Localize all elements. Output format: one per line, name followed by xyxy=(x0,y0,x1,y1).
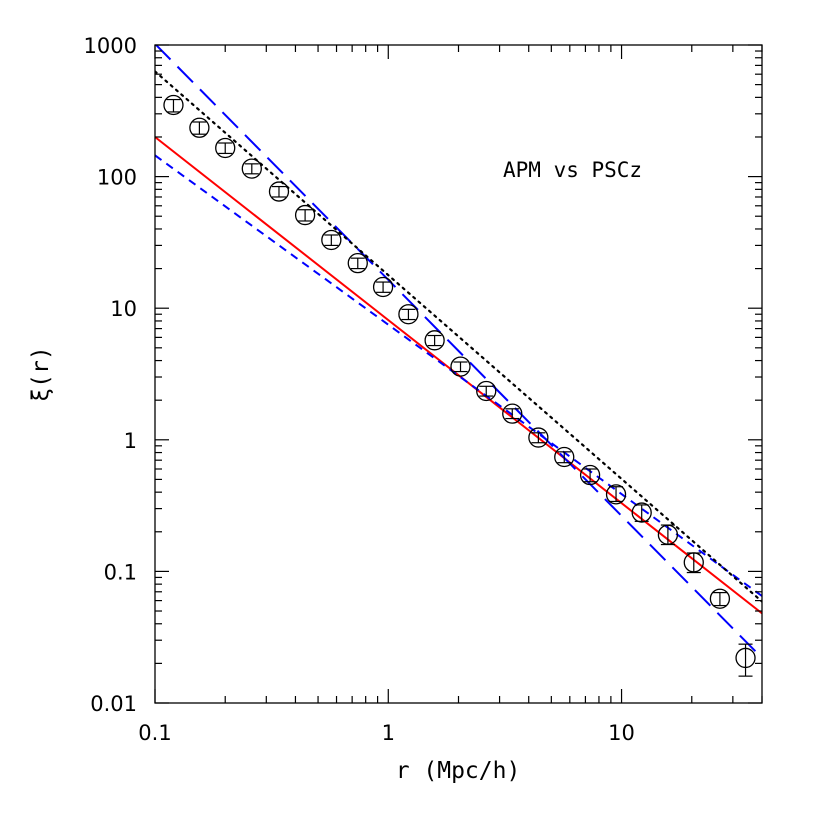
y-tick-label: 0.1 xyxy=(104,560,137,584)
data-point xyxy=(268,181,290,202)
data-point xyxy=(321,229,342,251)
y-tick-label: 10 xyxy=(110,297,137,321)
point-marker xyxy=(424,330,445,351)
y-tick-label: 1 xyxy=(124,429,137,453)
point-marker xyxy=(215,137,236,159)
x-tick-label: 1 xyxy=(382,721,395,745)
point-marker xyxy=(528,427,549,448)
data-point xyxy=(189,117,210,138)
y-axis-title: ξ(r) xyxy=(28,346,54,401)
x-tick-label: 0.1 xyxy=(138,721,171,745)
x-tick-label: 10 xyxy=(608,721,635,745)
point-marker xyxy=(321,229,342,251)
point-marker xyxy=(605,484,627,505)
data-point xyxy=(683,552,704,574)
data-point xyxy=(631,502,652,523)
plot-frame xyxy=(154,44,763,704)
data-point xyxy=(554,446,575,468)
data-point xyxy=(372,276,394,298)
point-marker xyxy=(502,403,523,424)
point-marker xyxy=(398,304,419,325)
y-tick-label: 0.01 xyxy=(90,692,137,716)
fit-line-long-dashed xyxy=(155,45,762,659)
data-point xyxy=(294,204,316,226)
data-point xyxy=(502,403,523,424)
axis-ticks xyxy=(154,44,763,704)
point-marker xyxy=(735,647,756,669)
data-point xyxy=(215,137,236,159)
fit-lines xyxy=(155,45,762,659)
point-marker xyxy=(268,181,290,202)
data-point xyxy=(450,356,471,377)
data-point xyxy=(579,464,601,486)
point-marker xyxy=(631,502,652,523)
data-point xyxy=(347,252,368,274)
point-marker xyxy=(163,94,184,116)
point-marker xyxy=(579,464,601,486)
data-point xyxy=(398,304,419,325)
point-marker xyxy=(294,204,316,226)
point-marker xyxy=(189,117,210,138)
data-point xyxy=(735,643,756,677)
data-point xyxy=(241,158,262,179)
point-marker xyxy=(683,552,704,573)
data-point xyxy=(163,94,184,116)
data-point xyxy=(657,524,679,546)
fit-line-solid xyxy=(155,136,762,615)
data-point xyxy=(709,588,731,609)
x-axis-title: r (Mpc/h) xyxy=(396,758,521,784)
y-tick-label: 100 xyxy=(97,166,137,190)
point-marker xyxy=(241,158,262,179)
annotation-text: APM vs PSCz xyxy=(503,158,642,182)
point-marker xyxy=(450,356,471,377)
data-point xyxy=(605,484,627,505)
data-point xyxy=(476,380,497,402)
data-point xyxy=(528,427,549,448)
data-point xyxy=(424,330,445,351)
point-marker xyxy=(372,276,394,298)
point-marker xyxy=(476,380,497,402)
y-tick-label: 1000 xyxy=(84,34,137,58)
point-marker xyxy=(554,446,575,468)
point-marker xyxy=(347,252,368,274)
point-marker xyxy=(657,524,679,545)
fit-line-dotted xyxy=(155,70,762,603)
data-points xyxy=(163,94,756,677)
point-marker xyxy=(709,588,731,609)
